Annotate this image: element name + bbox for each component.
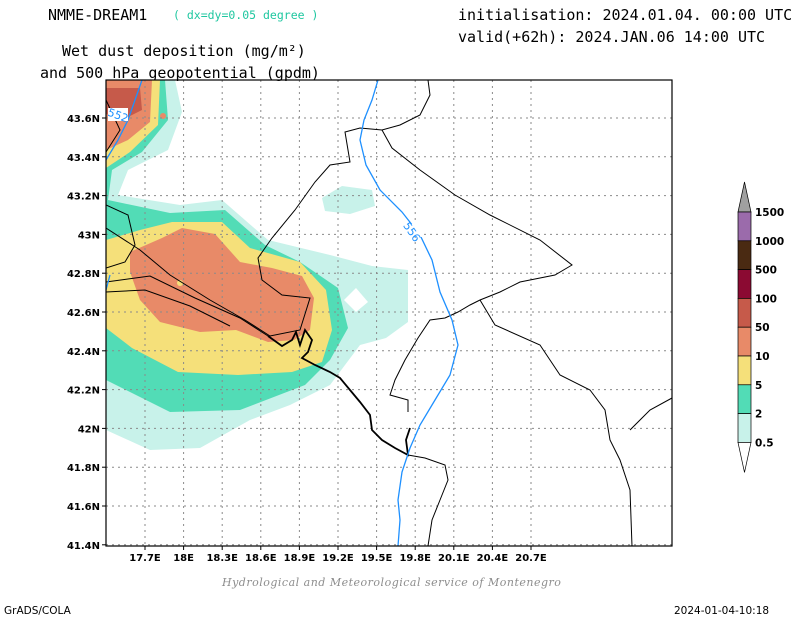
dust-level-5-spot <box>177 280 183 286</box>
map-title-line1: Wet dust deposition (mg/m²) <box>62 42 306 60</box>
border-line <box>106 204 136 269</box>
lat-tick-label: 43N <box>78 230 100 241</box>
lat-tick-label: 43.6N <box>67 114 100 125</box>
render-timestamp: 2024-01-04-10:18 <box>674 605 770 617</box>
country-border-serbia <box>381 129 573 412</box>
lon-tick-label: 18E <box>173 553 194 564</box>
colorbar-segment <box>737 269 752 299</box>
lat-tick-label: 41.4N <box>67 541 100 552</box>
lon-tick-label: 20.1E <box>438 553 470 564</box>
lat-tick-label: 42.6N <box>67 308 100 319</box>
credit-text: Hydrological and Meteorological service … <box>222 576 562 589</box>
lon-tick-label: 17.7E <box>129 553 161 564</box>
lat-tick-label: 42.4N <box>67 347 100 358</box>
border-line-3 <box>106 289 231 327</box>
model-name: NMME-DREAM1 <box>48 6 148 24</box>
colorbar-label: 1500 <box>755 207 784 219</box>
colorbar-segment <box>737 240 752 270</box>
model-resolution: ( dx=dy=0.05 degree ) <box>173 8 319 22</box>
colorbar-segment <box>737 413 752 443</box>
lat-tick-label: 42N <box>78 424 100 435</box>
contour-label-bg <box>108 108 128 121</box>
colorbar-label: 500 <box>755 265 777 277</box>
country-border-albania <box>407 454 449 546</box>
lon-tick-label: 20.7E <box>515 553 547 564</box>
colorbar-top-arrow <box>737 181 752 213</box>
latitude-axis: 43.6N 43.4N 43.2N 43N 42.8N 42.6N 42.4N 42.2N 42… <box>67 114 106 552</box>
lon-tick-label: 18.6E <box>245 553 277 564</box>
colorbar-label: 5 <box>755 380 762 392</box>
dust-patch-small <box>322 186 375 214</box>
colorbar-label: 1000 <box>755 236 784 248</box>
dust-hole <box>344 288 368 312</box>
software-label: GrADS/COLA <box>4 605 71 617</box>
lon-tick-label: 19.2E <box>322 553 354 564</box>
colorbar-label: 0.5 <box>755 437 774 449</box>
dust-deposition-field <box>106 80 408 450</box>
grid-lines <box>106 80 672 546</box>
colorbar: 1500 1000 500 100 50 10 5 2 0.5 <box>737 181 784 473</box>
longitude-axis: 17.7E 18E 18.3E 18.6E 18.9E 19.2E 19.5E 19.8E 20… <box>129 546 547 564</box>
colorbar-segment <box>737 326 752 357</box>
colorbar-segment <box>737 211 752 242</box>
lon-tick-label: 18.3E <box>206 553 238 564</box>
coastline-montenegro <box>267 328 411 457</box>
colorbar-label: 50 <box>755 322 770 334</box>
colorbar-label: 100 <box>755 293 777 305</box>
initialisation-time: initialisation: 2024.01.04. 00:00 UTC <box>458 6 793 24</box>
lat-tick-label: 42.8N <box>67 269 100 280</box>
colorbar-segment <box>737 298 752 328</box>
map-title-line2: and 500 hPa geopotential (gpdm) <box>40 64 320 82</box>
lon-tick-label: 18.9E <box>284 553 316 564</box>
lat-tick-label: 42.2N <box>67 386 100 397</box>
colorbar-bottom-arrow <box>737 442 752 473</box>
colorbar-label: 10 <box>755 351 770 363</box>
contour-548 <box>106 274 111 291</box>
colorbar-segment <box>737 355 752 386</box>
lon-tick-label: 19.5E <box>361 553 393 564</box>
colorbar-segment <box>737 384 752 414</box>
map-frame <box>105 79 673 547</box>
colorbar-label: 2 <box>755 409 762 421</box>
contour-label-bg <box>402 224 422 237</box>
valid-time: valid(+62h): 2024.JAN.06 14:00 UTC <box>458 28 766 46</box>
lon-tick-label: 20.4E <box>477 553 509 564</box>
lat-tick-label: 41.6N <box>67 502 100 513</box>
contour-556 <box>359 80 459 546</box>
lat-tick-label: 41.8N <box>67 463 100 474</box>
lat-tick-label: 43.4N <box>67 153 100 164</box>
lat-tick-label: 43.2N <box>67 192 100 203</box>
country-border-bih <box>106 80 431 337</box>
border-line-2 <box>106 275 269 337</box>
lon-tick-label: 19.8E <box>399 553 431 564</box>
border-east <box>629 397 672 431</box>
coastline-borders <box>106 80 672 546</box>
country-border-kosovo <box>479 299 633 546</box>
